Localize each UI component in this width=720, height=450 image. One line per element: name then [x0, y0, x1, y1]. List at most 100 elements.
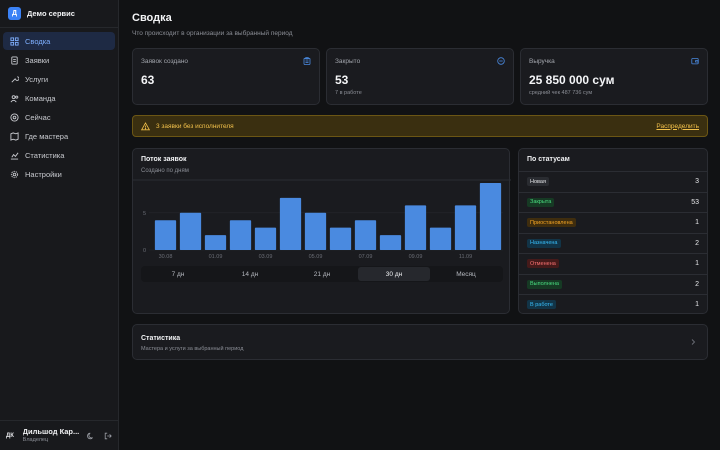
range-option[interactable]: Месяц — [456, 270, 476, 278]
status-badge: В работе — [527, 300, 556, 310]
flow-subtitle: Создано по дням — [141, 168, 189, 174]
sidebar-item-label: Статистика — [25, 150, 65, 160]
theme-toggle-button[interactable] — [85, 430, 96, 442]
x-tick-label: 01.09 — [209, 254, 223, 260]
page-subtitle: Что происходит в организации за выбранны… — [132, 30, 293, 37]
status-badge: Новая — [527, 177, 549, 187]
clipboard-icon — [303, 57, 311, 66]
bar — [279, 197, 302, 250]
x-tick-label: 30.08 — [159, 254, 173, 260]
grid-icon — [9, 36, 19, 46]
sidebar-item-services[interactable]: Услуги — [3, 70, 115, 88]
bar — [429, 227, 452, 250]
status-row[interactable]: Назначена 2 — [519, 232, 707, 254]
wrench-icon — [9, 74, 19, 84]
brand-logo: Д — [8, 7, 21, 20]
bar — [479, 183, 502, 250]
x-tick-label: 07.09 — [359, 254, 373, 260]
flow-chart: 0 5 30.08 01.09 03.09 05.09 07.09 09.09 11.09 — [133, 179, 511, 260]
y-tick-label: 5 — [143, 211, 146, 217]
x-tick-label: 11.09 — [459, 254, 472, 260]
flow-card: Поток заявок Создано по дням 0 5 30.08 01.0… — [132, 148, 511, 314]
check-circle-icon — [497, 57, 505, 65]
kpi-value: 63 — [141, 73, 155, 87]
main-content: Сводка Что происходит в организации за в… — [120, 0, 720, 450]
sidebar-item-now[interactable]: Сейчас — [3, 108, 115, 126]
range-option[interactable]: 14 дн — [241, 270, 259, 278]
status-count: 1 — [695, 219, 699, 227]
sidebar-item-masters-map[interactable]: Где мастера — [3, 127, 115, 145]
bar — [454, 205, 477, 250]
bar — [354, 220, 377, 250]
avatar[interactable]: ДК — [6, 432, 14, 439]
users-icon — [9, 93, 19, 103]
status-count: 53 — [691, 198, 699, 206]
bar — [154, 220, 177, 250]
status-row[interactable]: Закрыта 53 — [519, 191, 707, 213]
brand-name: Демо сервис — [27, 9, 75, 18]
sidebar-item-team[interactable]: Команда — [3, 89, 115, 107]
kpi-card-revenue: Выручка 25 850 000 сум средний чек 487 7… — [520, 48, 708, 105]
logout-button[interactable] — [102, 430, 113, 442]
x-tick-label: 05.09 — [309, 254, 323, 260]
wallet-icon — [691, 57, 699, 65]
chevron-right-icon — [691, 339, 696, 345]
brand[interactable]: Д Демо сервис — [0, 0, 118, 28]
sidebar-item-statistics[interactable]: Статистика — [3, 146, 115, 164]
sidebar-item-summary[interactable]: Сводка — [3, 32, 115, 50]
statistics-title: Статистика — [141, 335, 181, 342]
status-badge: Закрыта — [527, 197, 555, 207]
range-selector: 7 дн 14 дн 21 дн 30 дн Месяц — [141, 266, 503, 282]
bar — [254, 227, 277, 250]
user-info: Дильшод Кар... Владелец — [23, 428, 80, 443]
status-row[interactable]: Отменена 1 — [519, 253, 707, 274]
bar — [204, 235, 227, 250]
status-row[interactable]: В работе 1 — [519, 294, 707, 315]
unassigned-alert: 3 заявки без исполнителя Распределить — [132, 115, 708, 137]
radar-icon — [9, 112, 19, 122]
bar — [304, 212, 327, 250]
status-row[interactable]: Приостановлена 1 — [519, 212, 707, 233]
kpi-sub: средний чек 487 736 сум — [529, 90, 593, 96]
status-row[interactable]: Выполнена 2 — [519, 273, 707, 295]
kpi-value: 53 — [335, 73, 349, 87]
status-badge: Выполнена — [527, 279, 562, 289]
distribute-link[interactable]: Распределить — [656, 122, 699, 130]
status-row[interactable]: Новая 3 — [519, 171, 707, 192]
status-card: По статусам Новая 3 Закрыта 53 Приостановлен… — [518, 148, 708, 314]
gear-icon — [9, 169, 19, 179]
range-option[interactable]: 30 дн — [358, 267, 430, 281]
status-list: Новая 3 Закрыта 53 Приостановлена 1 Назначена 2… — [519, 171, 707, 315]
sidebar-item-label: Сводка — [25, 36, 51, 46]
sidebar-nav: Сводка Заявки Услуги Команда Сейчас Где … — [0, 28, 118, 188]
sidebar-item-settings[interactable]: Настройки — [3, 165, 115, 183]
statistics-subtitle: Мастера и услуги за выбранный период — [141, 346, 244, 352]
user-name: Дильшод Кар... — [22, 428, 80, 437]
warning-icon — [141, 121, 150, 130]
map-icon — [9, 131, 19, 141]
sidebar-item-requests[interactable]: Заявки — [3, 51, 115, 69]
bar — [329, 227, 352, 250]
flow-title: Поток заявок — [141, 156, 187, 163]
x-tick-label: 03.09 — [259, 254, 273, 260]
y-tick-label: 0 — [143, 248, 146, 254]
bar — [229, 220, 252, 250]
document-icon — [9, 55, 19, 65]
statistics-card[interactable]: Статистика Мастера и услуги за выбранный… — [132, 324, 708, 360]
sidebar-item-label: Сейчас — [25, 112, 51, 122]
moon-icon — [86, 432, 93, 439]
status-badge: Назначена — [527, 238, 561, 248]
status-count: 3 — [695, 178, 699, 186]
range-option[interactable]: 21 дн — [313, 270, 331, 278]
logout-icon — [104, 432, 112, 439]
bar — [379, 235, 402, 250]
status-count: 2 — [695, 280, 699, 288]
status-badge: Приостановлена — [527, 218, 576, 228]
range-option[interactable]: 7 дн — [171, 270, 185, 278]
user-role: Владелец — [22, 436, 49, 443]
user-panel: ДК Дильшод Кар... Владелец — [0, 420, 119, 450]
status-title: По статусам — [527, 156, 570, 163]
status-count: 1 — [695, 301, 699, 309]
sidebar-item-label: Услуги — [25, 74, 49, 84]
alert-text: 3 заявки без исполнителя — [156, 122, 234, 130]
